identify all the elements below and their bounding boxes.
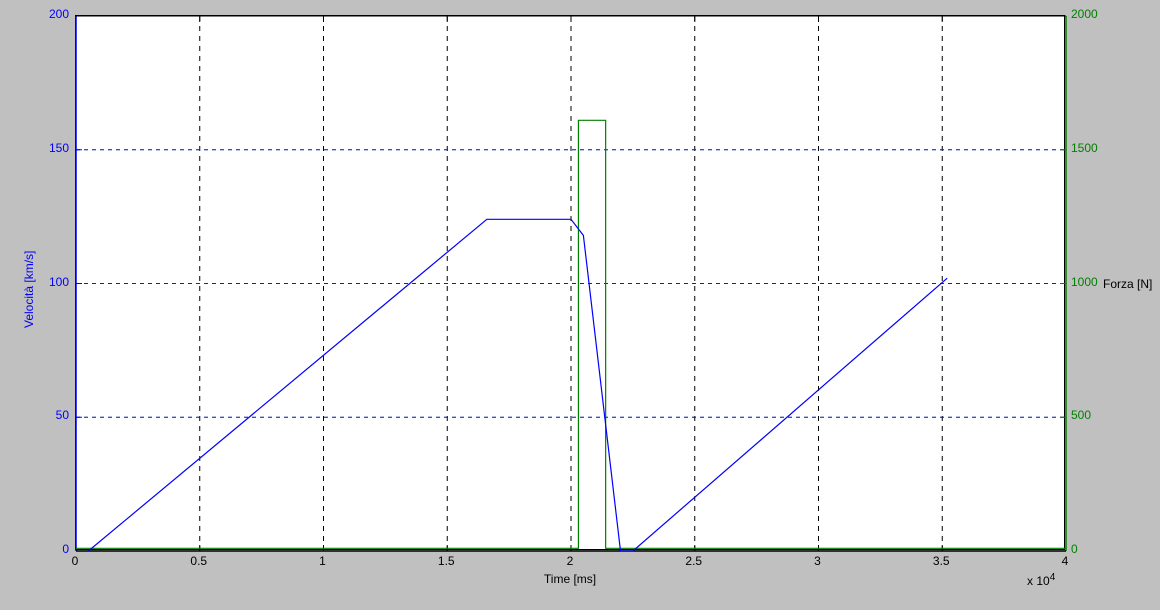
y-right-tick-label: 500 [1071,408,1111,422]
series-force [76,120,1066,548]
y-right-tick-label: 1500 [1071,141,1111,155]
plot-area [75,15,1065,550]
y-right-axis-label: Forza [N] [1103,277,1152,291]
x-tick-label: 4 [1062,554,1069,568]
x-tick-label: 3 [814,554,821,568]
y-left-axis-label: Velocità [km/s] [22,250,36,327]
y-left-tick-label: 0 [29,542,69,556]
y-right-tick-label: 0 [1071,542,1111,556]
x-axis-label: Time [ms] [544,572,596,586]
x-axis-exponent: x 104 [1027,572,1055,588]
x-tick-label: 0.5 [190,554,207,568]
x-tick-label: 2.5 [685,554,702,568]
y-left-tick-label: 200 [29,7,69,21]
x-tick-label: 2 [567,554,574,568]
x-tick-label: 1.5 [438,554,455,568]
x-tick-label: 1 [319,554,326,568]
y-left-tick-label: 50 [29,408,69,422]
x-tick-label: 3.5 [933,554,950,568]
y-right-tick-label: 2000 [1071,7,1111,21]
y-left-tick-label: 150 [29,141,69,155]
x-tick-label: 0 [72,554,79,568]
chart-svg [76,16,1066,551]
